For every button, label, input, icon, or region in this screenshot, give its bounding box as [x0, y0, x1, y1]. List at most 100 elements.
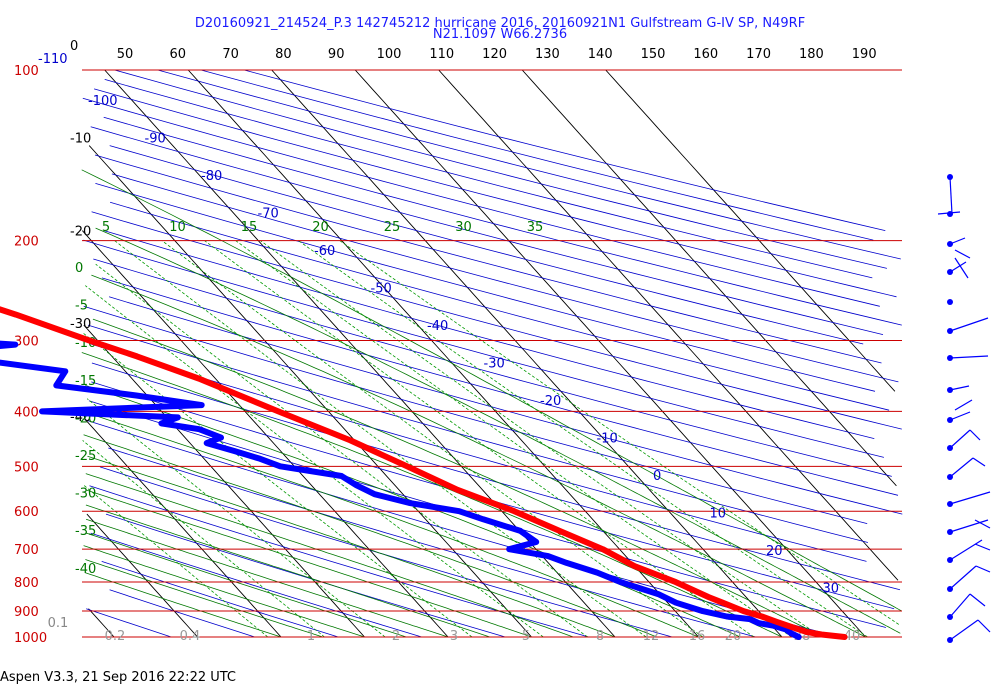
mixing-ratio-line [161, 240, 704, 638]
mixing-ratio-label: 3 [450, 629, 458, 644]
temperature-tick-label: -20 [70, 224, 91, 239]
wind-barb [947, 539, 991, 563]
wind-barb-shaft [949, 491, 991, 505]
top-axis-label: 150 [641, 47, 666, 62]
top-axis-label: 60 [170, 47, 187, 62]
dry-adiabat-label: -40 [427, 319, 448, 334]
isotherm-line [354, 69, 866, 638]
wind-barb-shaft [974, 543, 991, 551]
wind-barb-shaft [972, 457, 986, 467]
top-axis-label: 120 [482, 47, 507, 62]
dry-adiabat-line [93, 258, 892, 477]
wind-barb-shaft [949, 565, 977, 590]
moist-adiabat-line [85, 518, 449, 638]
wind-barb-dot [947, 474, 953, 480]
pressure-tick-label: 500 [14, 460, 39, 475]
wind-barb-dot [947, 328, 953, 334]
pressure-tick-label: 800 [14, 576, 39, 591]
dry-adiabat-label: 20 [766, 544, 783, 559]
moist-adiabat-line [87, 455, 616, 638]
dry-adiabat-label: 30 [823, 582, 840, 597]
dry-adiabat-line [82, 97, 880, 307]
dry-adiabat-label: -100 [88, 94, 118, 109]
wind-barb-dot [947, 269, 953, 275]
mixing-ratio-label: 0.4 [180, 629, 201, 644]
wind-barb-shaft [949, 593, 971, 618]
dry-adiabat-line [93, 88, 897, 298]
axis-labels: 1002003004005006007008009001000-11040302… [14, 39, 877, 646]
wind-barb-shaft [949, 457, 974, 478]
dry-adiabat-line [83, 305, 868, 524]
wind-barb [947, 257, 969, 279]
dry-adiabat-line [157, 69, 901, 260]
dry-adiabat-label: -50 [371, 282, 392, 297]
moist-adiabat-line [85, 559, 323, 638]
dry-adiabat-line [91, 211, 902, 430]
wind-barb [947, 299, 953, 305]
moist-adiabat-line [84, 572, 282, 638]
wind-barb [947, 317, 989, 334]
dewpoint-point [90, 408, 96, 415]
dewpoint-point [116, 409, 122, 416]
pressure-tick-label: 900 [14, 605, 39, 620]
mixing-ratio-label: 1 [307, 629, 315, 644]
top-axis-label: 70 [222, 47, 239, 62]
wind-barb-dot [947, 299, 953, 305]
wind-barb-dot [947, 417, 953, 423]
wind-barb-shaft [949, 619, 979, 641]
moist-adiabat-line [81, 352, 783, 638]
moist-adiabat-line [95, 227, 901, 634]
wind-barb [947, 565, 991, 592]
moist-adiabat-label: -35 [75, 524, 96, 539]
moist-adiabat-top-label: 5 [102, 220, 110, 235]
dry-adiabat-line [86, 608, 172, 638]
moist-adiabat-label: -25 [75, 449, 96, 464]
wind-barb-shaft [949, 429, 971, 449]
isotherm-line [271, 69, 783, 638]
wind-barb-shaft [949, 317, 989, 332]
pressure-tick-label: 1000 [14, 631, 47, 646]
dry-adiabat-line [83, 239, 884, 458]
isotherm-line [81, 230, 449, 638]
dry-adiabat-line [200, 69, 874, 241]
wind-barb-dot [947, 174, 953, 180]
wind-barb-shaft [949, 385, 970, 391]
pressure-tick-label: 300 [14, 335, 39, 350]
mixing-ratio-line [85, 285, 544, 638]
top-axis-label: 140 [588, 47, 613, 62]
pressure-tick-label: 200 [14, 235, 39, 250]
wind-barb-shaft [949, 539, 983, 561]
wind-barb-dot [947, 445, 953, 451]
moist-adiabat-top-label: 30 [455, 220, 472, 235]
wind-barb-dot [947, 387, 953, 393]
wind-barb-shaft [969, 593, 986, 607]
top-axis-label: 90 [328, 47, 345, 62]
dewpoint-point [103, 408, 110, 415]
mixing-ratio-label: 16 [689, 629, 706, 644]
dewpoint-line [0, 340, 802, 640]
wind-barb-shaft [975, 565, 991, 573]
wind-barb-shaft [949, 519, 989, 533]
wind-barb [947, 174, 953, 215]
wind-barb-dot [947, 355, 953, 361]
dry-adiabat-label: -60 [314, 244, 335, 259]
moist-adiabat-label: -5 [75, 299, 88, 314]
moist-adiabat-lines [81, 169, 902, 638]
wind-barb [947, 355, 989, 361]
dry-adiabat-label: -20 [540, 394, 561, 409]
moist-adiabat-label: -30 [75, 487, 96, 502]
wind-barb [947, 429, 981, 451]
isotherm-line [85, 419, 282, 638]
wind-barb-dot [947, 557, 953, 563]
wind-barb [947, 457, 986, 480]
isotherm-line [88, 608, 115, 638]
dry-adiabat-line [108, 447, 756, 638]
dewpoint-point [68, 408, 75, 415]
wind-barb-shaft [949, 355, 989, 359]
dry-adiabat-line [114, 69, 887, 269]
dry-adiabat-line [90, 126, 884, 335]
dry-adiabat-line [95, 183, 876, 392]
wind-barb-shaft [949, 411, 971, 421]
isobar-lines [82, 69, 902, 638]
